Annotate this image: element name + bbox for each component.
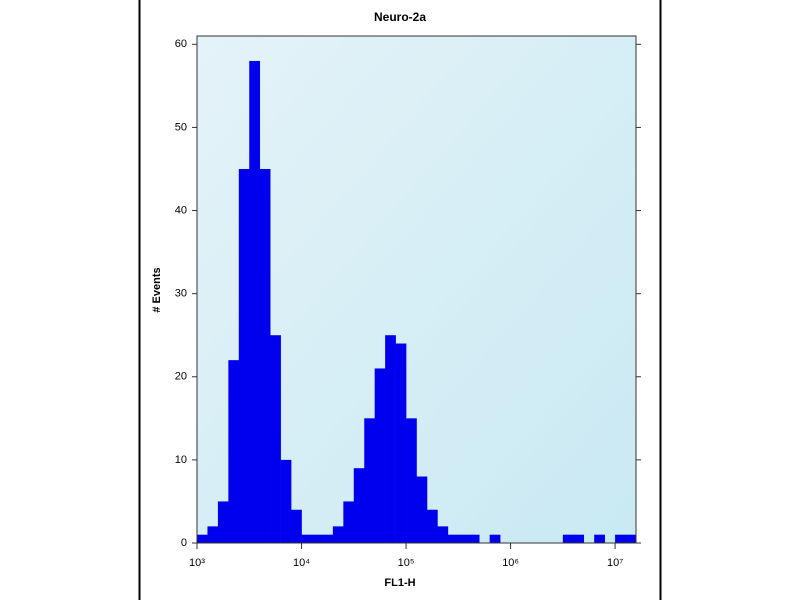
y-tick-label: 30 [175, 288, 187, 300]
bar [311, 534, 323, 543]
chart-title: Neuro-2a [374, 10, 426, 24]
bar [332, 526, 344, 543]
bar [364, 418, 375, 543]
bar [322, 534, 334, 543]
bar [447, 534, 459, 543]
bar [406, 418, 417, 543]
bar [280, 459, 292, 543]
bar [228, 360, 240, 543]
y-tick-label: 0 [181, 537, 187, 549]
bar [259, 168, 271, 543]
bar [385, 335, 396, 543]
plot-border [196, 35, 637, 544]
x-tick-label: 10⁷ [607, 557, 623, 569]
bar [426, 509, 438, 543]
bar [343, 501, 355, 543]
y-axis-label: # Events [151, 267, 163, 312]
bar [270, 335, 281, 543]
bar [458, 534, 470, 543]
bar [573, 534, 585, 543]
bar [615, 534, 626, 543]
bar [594, 534, 605, 543]
bar [489, 534, 501, 543]
bar [197, 534, 208, 543]
y-tick-label: 20 [175, 371, 187, 383]
bar [301, 534, 313, 543]
bar [249, 60, 261, 544]
bar [238, 168, 250, 543]
bar [625, 534, 637, 543]
y-tick-label: 40 [175, 204, 187, 216]
y-tick-label: 50 [175, 121, 187, 133]
bar [468, 534, 480, 543]
bar [374, 368, 386, 543]
bar [217, 501, 229, 543]
x-tick-label: 10³ [189, 557, 205, 569]
y-tick-label: 10 [175, 454, 187, 466]
x-tick-label: 10⁵ [398, 557, 415, 569]
bar [416, 476, 428, 543]
bar [562, 534, 574, 543]
bar [207, 526, 219, 543]
bar [437, 526, 449, 543]
x-tick-label: 10⁶ [502, 557, 519, 569]
bar [353, 468, 365, 543]
x-tick-label: 10⁴ [293, 557, 310, 569]
bar [395, 343, 407, 543]
bar [291, 509, 302, 543]
x-axis-label: FL1-H [384, 577, 415, 589]
y-tick-label: 60 [175, 38, 187, 50]
